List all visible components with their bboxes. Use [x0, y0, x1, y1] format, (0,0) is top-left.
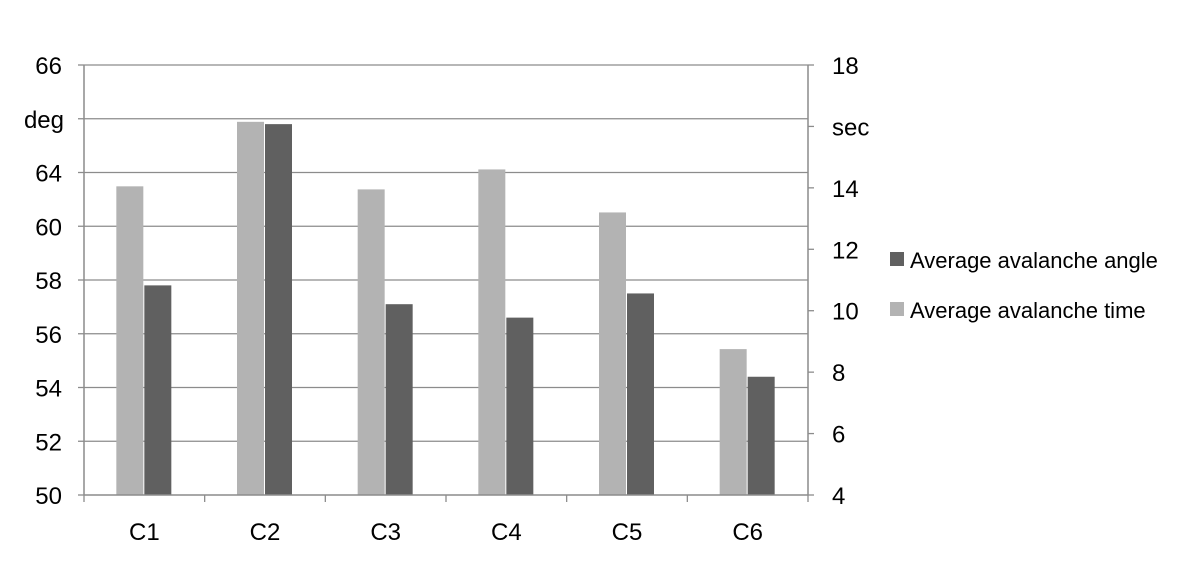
right-axis-unit: sec: [832, 114, 869, 141]
bar-time-c1: [116, 186, 144, 496]
axes: [78, 64, 814, 502]
right-axis-ticks: 4 6 8 10 12 14 sec 18: [832, 53, 869, 510]
category-label-c4: C4: [491, 519, 522, 546]
bar-time-c5: [599, 212, 626, 495]
gridlines: [84, 64, 808, 442]
right-tick-label: 10: [832, 299, 859, 326]
legend-swatch-time: [890, 302, 904, 316]
bar-time-c6: [719, 349, 747, 495]
bar-time-c4: [478, 169, 506, 495]
left-tick-label: 60: [35, 214, 62, 241]
left-axis-ticks: 50 52 54 56 58 60 64 deg 66: [24, 53, 64, 510]
legend-swatch-angle: [890, 252, 904, 266]
right-tick-label: 6: [832, 422, 845, 449]
left-tick-label: 58: [35, 268, 62, 295]
legend: Average avalanche angle Average avalanch…: [890, 248, 1158, 323]
bar-angle-c1: [144, 285, 172, 495]
legend-label-time: Average avalanche time: [910, 298, 1146, 323]
right-tick-label: 12: [832, 237, 859, 264]
category-label-c6: C6: [732, 519, 763, 546]
bar-angle-c4: [506, 317, 534, 495]
left-tick-label: 54: [35, 376, 62, 403]
category-label-c5: C5: [612, 519, 643, 546]
left-tick-label: 56: [35, 322, 62, 349]
category-label-c1: C1: [129, 519, 160, 546]
bars: [116, 121, 775, 496]
bar-angle-c5: [627, 293, 654, 495]
bar-angle-c2: [265, 124, 292, 495]
right-tick-label: 14: [832, 176, 859, 203]
category-label-c3: C3: [370, 519, 401, 546]
bar-angle-c3: [385, 304, 413, 495]
bar-time-c3: [357, 189, 385, 495]
left-tick-label: 66: [35, 53, 62, 80]
category-labels: C1 C2 C3 C4 C5 C6: [129, 519, 763, 546]
right-tick-label: 8: [832, 360, 845, 387]
bar-angle-c6: [747, 376, 775, 495]
right-tick-label: 4: [832, 483, 845, 510]
left-axis-unit: deg: [24, 107, 64, 134]
left-tick-label: 50: [35, 483, 62, 510]
left-tick-label: 64: [35, 161, 62, 188]
category-label-c2: C2: [250, 519, 281, 546]
legend-label-angle: Average avalanche angle: [910, 248, 1158, 273]
right-tick-label: 18: [832, 53, 859, 80]
left-tick-label: 52: [35, 429, 62, 456]
bar-time-c2: [237, 121, 264, 496]
